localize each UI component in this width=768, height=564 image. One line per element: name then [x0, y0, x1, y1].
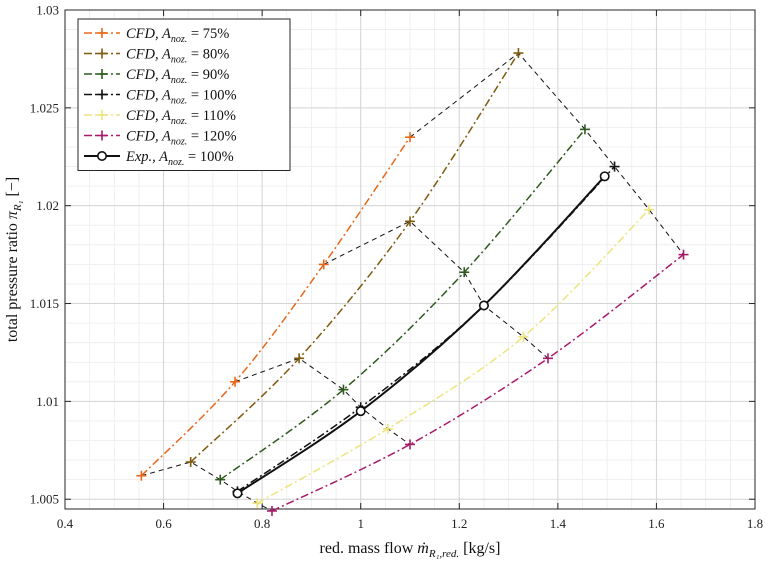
data-point — [318, 259, 329, 270]
y-tick-label: 1.03 — [36, 3, 59, 18]
iso-connector-line — [323, 220, 549, 359]
plus-marker — [97, 130, 107, 141]
series-2 — [185, 48, 524, 468]
circle-marker — [97, 151, 108, 162]
data-point — [644, 204, 655, 215]
legend-item: CFD, Anoz. = 100% — [84, 88, 237, 107]
legend-label: CFD, Anoz. = 75% — [126, 26, 229, 45]
series-line — [271, 254, 684, 512]
legend-label: CFD, Anoz. = 110% — [126, 108, 236, 127]
data-point — [230, 376, 241, 387]
x-tick-label: 1.4 — [550, 516, 567, 531]
x-tick-label: 0.6 — [155, 516, 172, 531]
x-tick-label: 0.4 — [57, 516, 74, 531]
series-line — [140, 136, 411, 477]
data-point — [215, 474, 226, 485]
plus-marker — [97, 48, 107, 59]
legend-label: Exp., Anoz. = 100% — [125, 149, 234, 168]
y-tick-label: 1.015 — [30, 296, 59, 311]
data-point — [338, 384, 349, 395]
x-tick-label: 1.8 — [747, 516, 763, 531]
data-point — [513, 48, 524, 59]
legend: CFD, Anoz. = 75%CFD, Anoz. = 80%CFD, Ano… — [77, 18, 291, 171]
data-point — [678, 249, 689, 260]
legend-label: CFD, Anoz. = 90% — [126, 67, 229, 86]
data-point — [609, 161, 620, 172]
x-tick-label: 1 — [357, 516, 364, 531]
x-axis-label: red. mass flow ṁR₁,red. [kg/s] — [320, 540, 501, 560]
data-point — [185, 457, 196, 468]
series-7 — [232, 171, 610, 499]
data-point — [232, 488, 243, 499]
data-point — [579, 124, 590, 135]
data-point — [405, 132, 415, 143]
x-tick-label: 1.2 — [451, 516, 467, 531]
axes-frame — [64, 9, 756, 510]
y-tick-label: 1.02 — [36, 198, 59, 213]
y-tick-label: 1.005 — [30, 492, 59, 507]
iso-connector-line — [234, 357, 411, 445]
y-axis-label: total pressure ratio πR₁ [−] — [4, 177, 24, 342]
data-point — [136, 470, 147, 481]
iso-connectors — [141, 52, 684, 512]
y-tick-label: 1.025 — [30, 100, 59, 115]
data-point — [518, 331, 529, 342]
ticks — [64, 9, 756, 509]
legend-item: CFD, Anoz. = 75% — [84, 26, 229, 45]
y-tick-label: 1.01 — [36, 394, 59, 409]
legend-item: CFD, Anoz. = 90% — [84, 67, 229, 86]
data-point — [405, 439, 415, 450]
legend-item: CFD, Anoz. = 120% — [84, 129, 237, 148]
iso-connector-line — [409, 52, 684, 255]
series-5 — [252, 204, 655, 509]
data-point — [252, 498, 263, 509]
data-point — [599, 171, 610, 182]
data-point — [294, 353, 305, 364]
series-3 — [215, 124, 590, 485]
data-point — [478, 300, 489, 311]
legend-item: CFD, Anoz. = 80% — [84, 47, 229, 66]
legend-item: Exp., Anoz. = 100% — [84, 149, 234, 168]
series-1 — [136, 132, 415, 481]
x-tick-label: 1.6 — [648, 516, 665, 531]
series-line — [219, 128, 586, 481]
data-point — [355, 406, 366, 417]
legend-label: CFD, Anoz. = 100% — [126, 88, 237, 107]
legend-label: CFD, Anoz. = 120% — [126, 129, 237, 148]
data-point — [382, 423, 393, 434]
data-point — [459, 267, 470, 278]
legend-label: CFD, Anoz. = 80% — [126, 47, 229, 66]
series-line — [256, 209, 650, 504]
plus-marker — [97, 110, 107, 120]
data-point — [543, 353, 553, 364]
data-point — [267, 505, 277, 516]
data-point — [405, 216, 415, 227]
plus-marker — [97, 69, 107, 79]
legend-box — [77, 18, 291, 171]
legend-item: CFD, Anoz. = 110% — [84, 108, 236, 127]
series-line — [236, 175, 606, 495]
plus-marker — [97, 28, 107, 38]
x-tick-label: 0.8 — [254, 516, 270, 531]
plus-marker — [97, 89, 107, 100]
series-line — [190, 52, 520, 463]
series-6 — [267, 249, 689, 516]
